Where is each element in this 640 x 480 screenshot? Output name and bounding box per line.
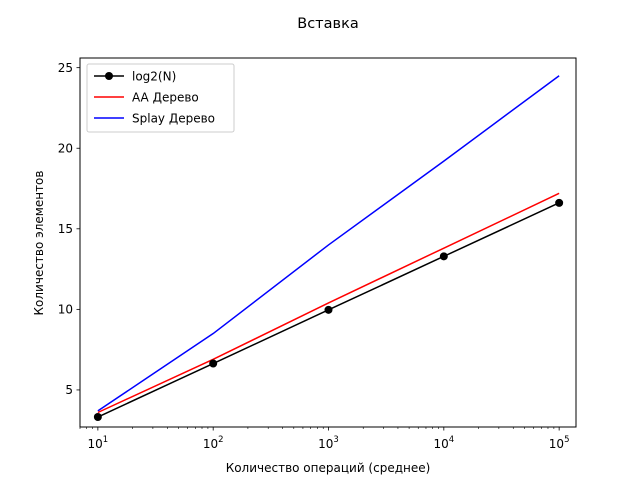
x-axis-label: Количество операций (среднее) — [226, 461, 431, 475]
x-tick-label: 103 — [318, 435, 339, 451]
legend-label: Splay Дерево — [132, 111, 215, 125]
legend-marker — [105, 72, 113, 80]
series-point — [555, 198, 564, 207]
x-tick-label-exponent: 2 — [218, 435, 223, 445]
y-tick-label: 25 — [58, 61, 73, 75]
legend-box — [86, 63, 235, 133]
x-tick-label-exponent: 1 — [103, 435, 108, 445]
x-tick-label-exponent: 3 — [333, 435, 338, 445]
series-point — [439, 252, 448, 261]
y-tick-label: 5 — [65, 383, 73, 397]
y-axis-label: Количество элементов — [32, 171, 46, 316]
x-tick-label-base: 10 — [549, 437, 564, 451]
x-tick-label-exponent: 4 — [449, 435, 454, 445]
legend-label: log2(N) — [132, 69, 176, 83]
series-layer — [93, 75, 564, 422]
legend: log2(N) AA Дерево Splay Дерево — [86, 63, 235, 133]
series-point — [93, 413, 102, 422]
plot-area — [79, 57, 577, 428]
x-tick-label-base: 10 — [318, 437, 333, 451]
x-tick-label: 101 — [88, 435, 109, 451]
x-tick-label: 104 — [433, 435, 454, 451]
x-tick-label-base: 10 — [433, 437, 448, 451]
series-point — [209, 359, 218, 368]
series-line — [97, 75, 560, 412]
legend-label: AA Дерево — [132, 90, 199, 104]
y-tick-label: 15 — [58, 222, 73, 236]
x-tick-label: 102 — [203, 435, 224, 451]
y-axis-ticks: 5 10 15 20 25 — [58, 61, 80, 397]
y-tick-label: 10 — [58, 303, 73, 317]
y-tick-label: 20 — [58, 142, 73, 156]
x-tick-label: 105 — [549, 435, 570, 451]
plot-frame — [79, 57, 577, 428]
x-tick-label-exponent: 5 — [564, 435, 569, 445]
chart-title: Вставка — [297, 16, 358, 32]
x-axis-ticks: 101 102 103 104 105 — [79, 427, 570, 451]
x-tick-label-base: 10 — [88, 437, 103, 451]
series-point — [324, 305, 333, 314]
x-tick-label-base: 10 — [203, 437, 218, 451]
series-line — [97, 192, 560, 414]
